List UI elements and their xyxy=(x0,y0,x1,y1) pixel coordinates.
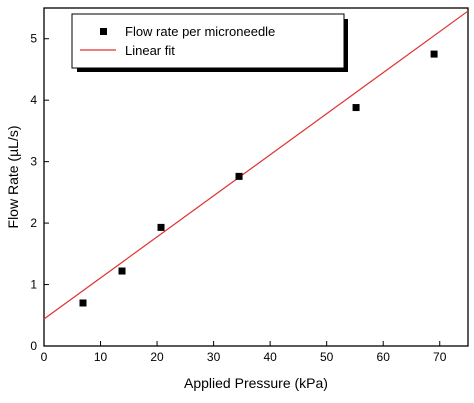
fit-line xyxy=(43,10,469,320)
data-point xyxy=(118,267,126,275)
y-tick-label: 2 xyxy=(30,216,37,230)
y-tick-label: 0 xyxy=(30,339,37,353)
legend-item-line: Linear fit xyxy=(125,43,175,58)
y-tick-label: 1 xyxy=(30,278,37,292)
y-axis-label: Flow Rate (µL/s) xyxy=(5,126,21,229)
x-tick-label: 20 xyxy=(150,350,164,364)
data-point xyxy=(157,223,165,231)
y-tick-label: 3 xyxy=(30,155,37,169)
legend: Flow rate per microneedle Linear fit xyxy=(71,13,348,72)
x-tick-label: 30 xyxy=(207,350,221,364)
x-tick-label: 70 xyxy=(433,350,447,364)
data-point xyxy=(235,172,243,180)
x-tick-label: 10 xyxy=(94,350,108,364)
x-axis-label: Applied Pressure (kPa) xyxy=(184,375,328,391)
data-point xyxy=(352,104,360,112)
x-tick-label: 0 xyxy=(41,350,48,364)
y-tick-label: 4 xyxy=(30,93,37,107)
x-tick-label: 40 xyxy=(263,350,277,364)
y-tick-label: 5 xyxy=(30,32,37,46)
legend-box xyxy=(71,13,345,69)
x-tick-label: 50 xyxy=(320,350,334,364)
legend-item-scatter: Flow rate per microneedle xyxy=(125,24,275,39)
marks xyxy=(43,10,469,320)
data-point xyxy=(79,299,87,307)
x-tick-label: 60 xyxy=(377,350,391,364)
axis-ticks: 0 10 20 30 40 50 60 70 0 1 2 3 4 5 xyxy=(30,32,446,364)
data-point xyxy=(430,50,438,58)
legend-scatter-swatch xyxy=(100,28,107,35)
